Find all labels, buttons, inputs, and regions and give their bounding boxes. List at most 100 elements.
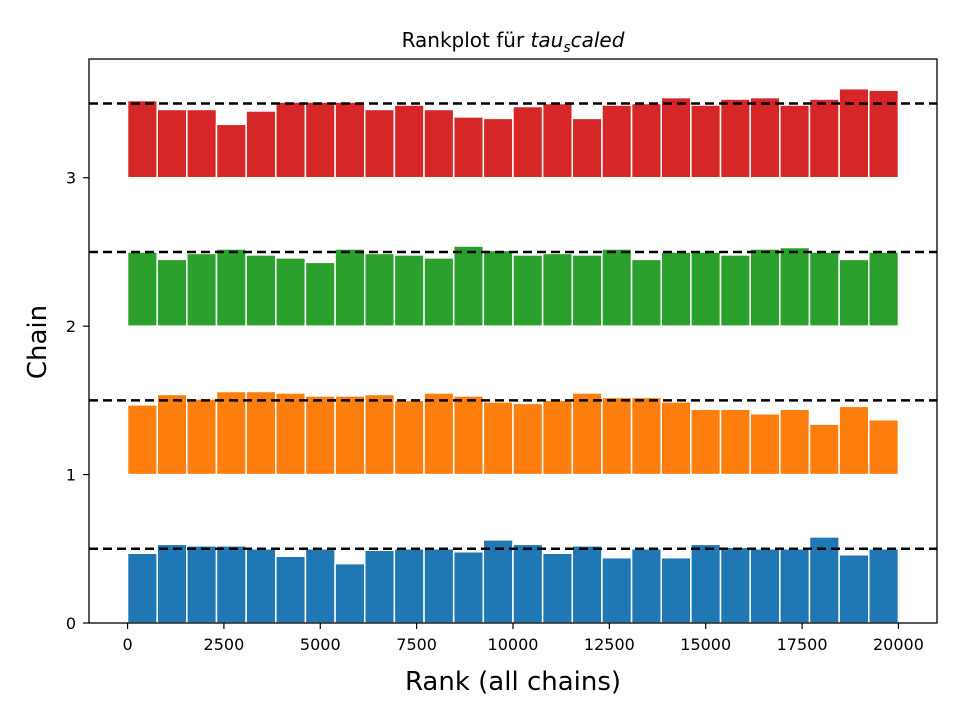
bars-layer — [126, 87, 900, 624]
bar-chain-0-bin-23 — [808, 536, 840, 624]
bar-chain-0-bin-2 — [186, 545, 218, 624]
title-prefix: Rankplot für — [402, 28, 531, 52]
y-tick-label: 2 — [66, 317, 76, 336]
bar-chain-1-bin-13 — [512, 402, 544, 476]
bar-chain-1-bin-0 — [126, 404, 158, 476]
bar-chain-2-bin-3 — [215, 248, 247, 327]
y-axis-ticks: 0 1 2 3 — [66, 169, 89, 633]
bar-chain-1-bin-1 — [156, 393, 188, 476]
bar-chain-2-bin-13 — [512, 254, 544, 327]
bar-chain-1-bin-10 — [423, 392, 455, 476]
bar-chain-3-bin-12 — [482, 117, 514, 179]
bar-chain-2-bin-25 — [868, 251, 900, 327]
bar-chain-3-bin-8 — [363, 108, 396, 179]
bar-chain-2-bin-17 — [630, 258, 662, 327]
bar-chain-0-bin-13 — [512, 543, 544, 624]
bar-chain-3-bin-21 — [749, 96, 781, 179]
x-tick-label: 0 — [122, 635, 132, 654]
bar-chain-0-bin-25 — [868, 548, 900, 624]
bar-chain-1-bin-20 — [719, 408, 751, 476]
x-tick-label: 5000 — [300, 635, 341, 654]
bar-chain-2-bin-14 — [541, 252, 574, 327]
bar-chain-2-bin-18 — [660, 251, 692, 327]
bar-chain-2-bin-23 — [808, 251, 840, 327]
x-tick-label: 17500 — [777, 635, 828, 654]
bar-chain-1-bin-18 — [660, 401, 692, 476]
bar-chain-0-bin-21 — [749, 548, 781, 624]
bar-chain-2-bin-1 — [156, 258, 188, 327]
bar-chain-3-bin-13 — [512, 105, 544, 179]
bar-chain-3-bin-11 — [452, 116, 485, 179]
x-tick-label: 15000 — [680, 635, 731, 654]
bar-chain-2-bin-12 — [482, 249, 514, 327]
x-tick-label: 12500 — [584, 635, 635, 654]
x-tick-label: 2500 — [204, 635, 245, 654]
bar-chain-3-bin-20 — [719, 98, 751, 179]
bar-chain-0-bin-7 — [334, 562, 366, 624]
bar-chain-2-bin-11 — [452, 245, 485, 327]
bar-chain-0-bin-3 — [215, 545, 247, 624]
bar-chain-0-bin-5 — [275, 555, 307, 624]
bar-chain-1-bin-11 — [452, 395, 485, 476]
bar-chain-1-bin-17 — [630, 396, 662, 476]
bar-chain-0-bin-0 — [126, 552, 158, 624]
bar-chain-0-bin-24 — [838, 553, 870, 624]
bar-chain-1-bin-16 — [601, 396, 633, 476]
bar-chain-2-bin-24 — [838, 258, 870, 327]
x-tick-label: 10000 — [488, 635, 539, 654]
bar-chain-0-bin-8 — [363, 549, 396, 624]
bar-chain-0-bin-9 — [393, 548, 425, 624]
bar-chain-0-bin-6 — [304, 548, 336, 624]
bar-chain-1-bin-9 — [393, 399, 425, 476]
bar-chain-0-bin-17 — [630, 548, 662, 624]
bar-chain-2-bin-9 — [393, 254, 425, 327]
bar-chain-2-bin-19 — [690, 251, 722, 327]
bar-chain-2-bin-0 — [126, 251, 158, 327]
bar-chain-0-bin-14 — [541, 552, 574, 624]
bar-chain-3-bin-24 — [838, 87, 870, 179]
bar-chain-1-bin-5 — [275, 392, 307, 476]
bar-chain-1-bin-4 — [245, 390, 277, 476]
bar-chain-3-bin-2 — [186, 108, 218, 179]
bar-chain-3-bin-7 — [334, 101, 366, 179]
bar-chain-3-bin-3 — [215, 123, 247, 179]
bar-chain-3-bin-10 — [423, 108, 455, 179]
bar-chain-1-bin-3 — [215, 390, 247, 476]
bar-chain-1-bin-19 — [690, 408, 722, 476]
bar-chain-0-bin-18 — [660, 556, 692, 624]
bar-chain-3-bin-1 — [156, 108, 188, 179]
bar-chain-0-bin-22 — [779, 548, 811, 624]
bar-chain-1-bin-21 — [749, 412, 781, 476]
bar-chain-3-bin-4 — [245, 110, 277, 179]
bar-chain-3-bin-5 — [275, 101, 307, 179]
bar-chain-3-bin-22 — [779, 104, 811, 179]
title-base: tau — [531, 28, 564, 52]
bar-chain-2-bin-22 — [779, 246, 811, 327]
bar-chain-2-bin-16 — [601, 248, 633, 327]
bar-chain-2-bin-5 — [275, 257, 307, 327]
bar-chain-1-bin-25 — [868, 418, 900, 476]
bar-chain-3-bin-17 — [630, 102, 662, 179]
bar-chain-2-bin-15 — [571, 254, 603, 327]
bar-chain-2-bin-7 — [334, 248, 366, 327]
bar-chain-2-bin-8 — [363, 252, 396, 327]
bar-chain-2-bin-6 — [304, 261, 336, 327]
x-tick-label: 7500 — [396, 635, 437, 654]
bar-chain-0-bin-12 — [482, 539, 514, 624]
bar-chain-2-bin-4 — [245, 254, 277, 327]
bar-chain-0-bin-10 — [423, 548, 455, 624]
bar-chain-3-bin-16 — [601, 104, 633, 179]
title-rest: caled — [571, 28, 625, 52]
bar-chain-1-bin-12 — [482, 401, 514, 476]
bar-chain-0-bin-15 — [571, 545, 603, 624]
bar-chain-0-bin-16 — [601, 556, 633, 624]
y-tick-label: 1 — [66, 466, 76, 485]
bar-chain-3-bin-6 — [304, 101, 336, 179]
title-subscript: s — [563, 40, 570, 56]
bar-chain-3-bin-19 — [690, 104, 722, 179]
y-tick-label: 3 — [66, 169, 76, 188]
bar-chain-2-bin-10 — [423, 257, 455, 327]
bar-chain-2-bin-2 — [186, 252, 218, 327]
